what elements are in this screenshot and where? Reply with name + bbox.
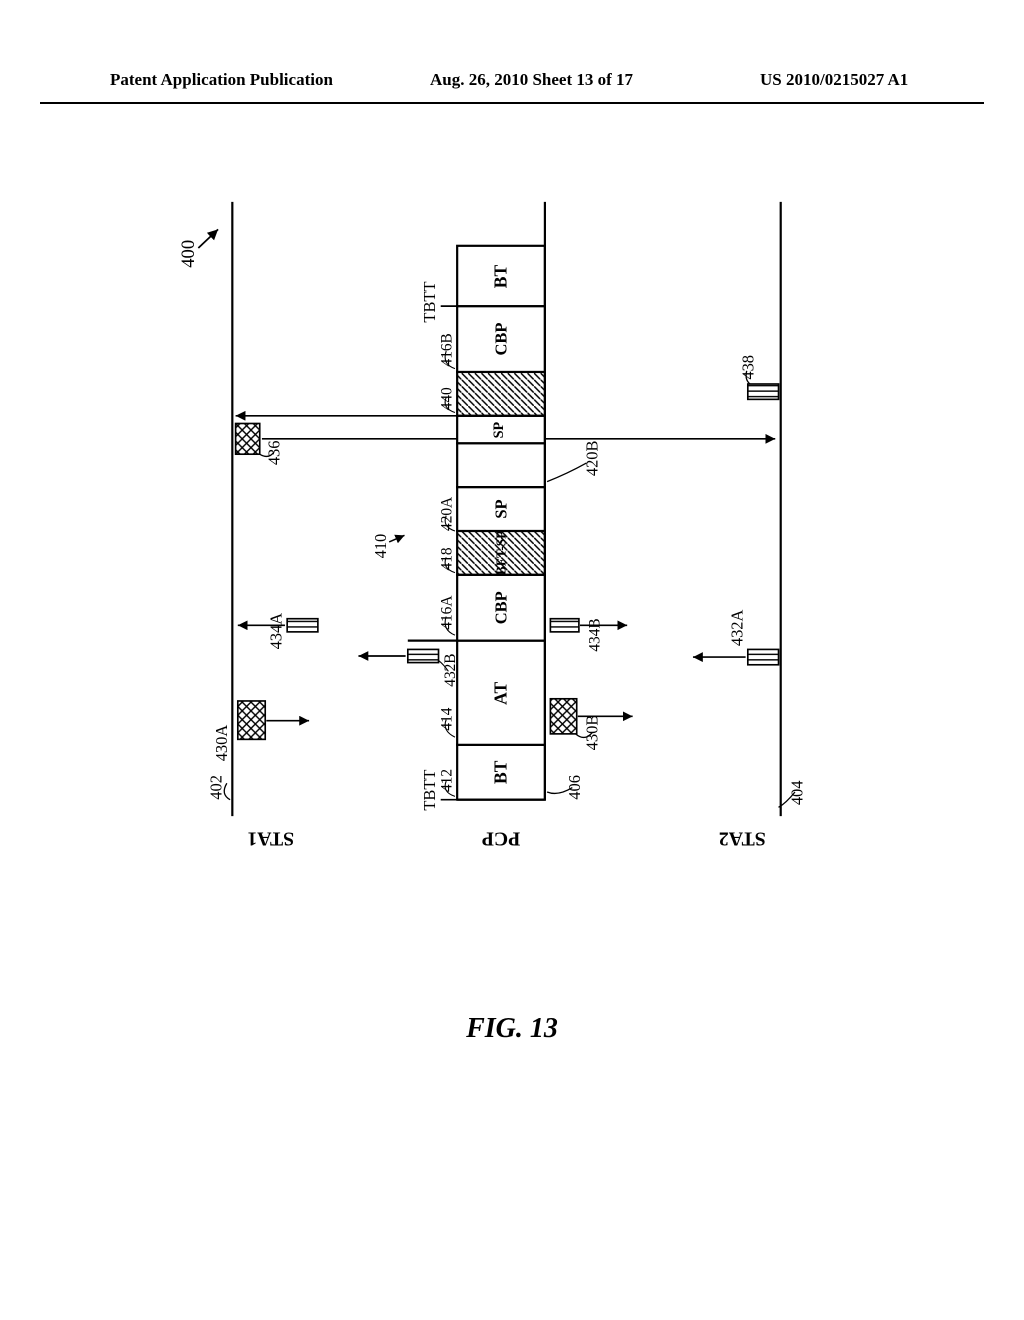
seg-sp2: SP [491,421,507,438]
ref-416b: 416B [439,333,456,366]
ref-418: 418 [439,547,456,570]
ref-402: 402 [206,775,225,800]
header-rule [40,102,984,104]
hatched-440 [457,372,545,416]
sta2-bar-432a [748,649,779,664]
seg-bt2: BT [491,265,511,289]
ref-434b: 434B [587,618,604,651]
header-left: Patent Application Publication [110,70,333,90]
tbtt-right: TBTT [420,281,439,322]
pcp-bar-432b [408,649,439,662]
seg-at: AT [491,681,511,704]
pcp-label: PCP [482,828,520,850]
ref-432a: 432A [727,609,746,646]
header-center: Aug. 26, 2010 Sheet 13 of 17 [430,70,633,90]
ref-432b: 432B [442,653,459,686]
ref-440: 440 [439,387,456,410]
pcp-box-430b [550,699,576,734]
sta1-label: STA1 [247,828,294,850]
ref-412: 412 [439,769,456,792]
ref-416a: 416A [439,596,456,630]
ref-430b: 430B [583,715,602,751]
sta1-box-430a [238,701,265,739]
ref-420b: 420B [583,440,602,476]
ref-430a: 430A [212,725,231,762]
figure-label: FIG. 13 [0,1013,1024,1045]
timing-diagram: STA1 402 430A 434A 436 PCP TBTT 410 BT 4… [172,180,852,860]
sta1-bar-434a [287,619,318,632]
header-right: US 2010/0215027 A1 [760,70,908,90]
ref-438: 438 [738,355,757,380]
ref-404: 404 [788,781,807,806]
sta2-label: STA2 [719,828,766,850]
seg-cbp2: CBP [492,323,511,356]
ref-414: 414 [439,707,456,730]
sta2-bar-438 [748,384,779,399]
pcp-segments: BT 412 AT 414 CBP 416A BFT-SP 418 SP 420… [408,246,545,800]
seg-bft-sp: BFT-SP [493,531,508,575]
ref-410: 410 [371,534,390,559]
seg-bt1: BT [491,760,511,784]
tbtt-left: TBTT [420,770,439,811]
ref-406: 406 [565,775,584,800]
seg-sp1: SP [492,499,511,518]
seg-cbp1: CBP [492,591,511,624]
ref-434a: 434A [267,613,286,650]
ref-400: 400 [178,240,199,268]
pcp-bar-434b [550,619,579,632]
sta1-box-436 [236,423,260,454]
